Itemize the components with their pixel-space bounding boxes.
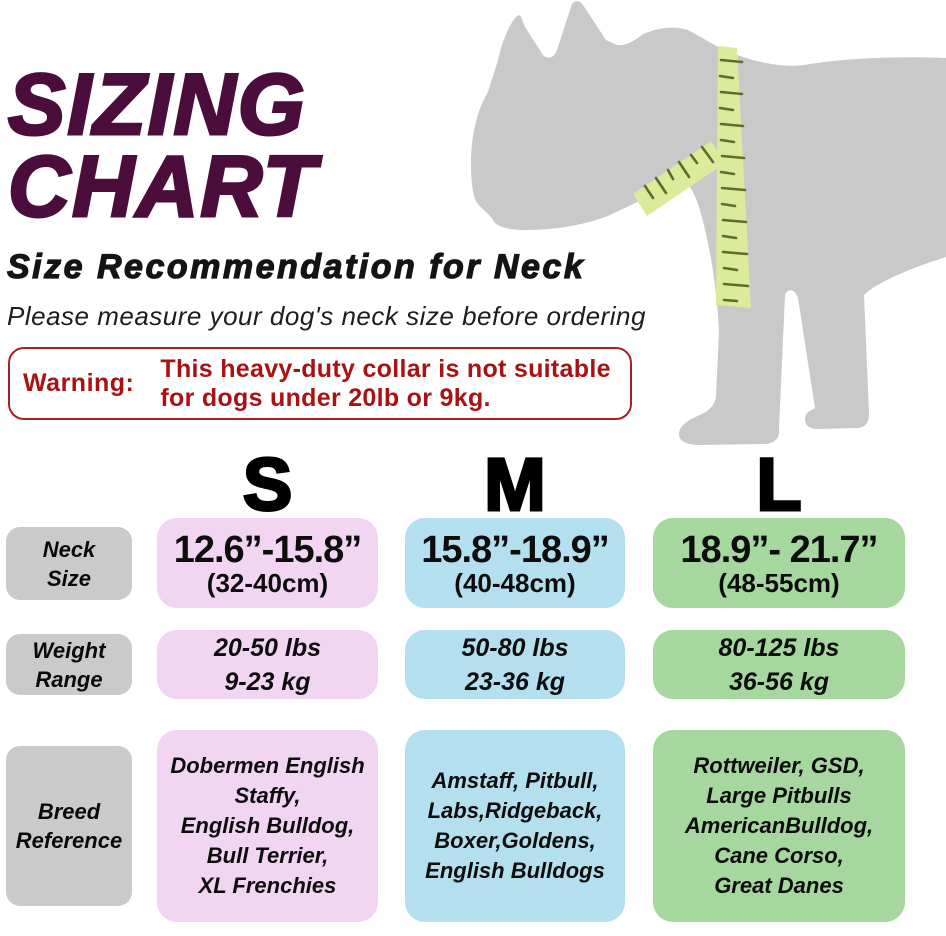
breed-line: AmericanBulldog,	[684, 813, 874, 838]
row-label-text: Weight	[32, 637, 106, 663]
cell-neck-size-m: 15.8”-18.9” (40-48cm)	[405, 518, 625, 608]
breed-line: Amstaff, Pitbull,	[431, 768, 599, 793]
cell-breed-reference-s: Dobermen English Staffy, English Bulldog…	[157, 730, 378, 922]
tape-tick-marks	[643, 58, 750, 303]
cell-weight-range-s: 20-50 lbs 9-23 kg	[157, 630, 378, 699]
cell-neck-size-s: 12.6”-15.8” (32-40cm)	[157, 518, 378, 608]
breed-line: Labs,Ridgeback,	[427, 798, 603, 823]
neck-size-cm: (48-55cm)	[718, 567, 840, 598]
weight-kg: 36-56 kg	[728, 667, 830, 696]
measuring-tape-diagonal	[633, 141, 725, 216]
breed-line: English Bulldog,	[180, 813, 355, 838]
warning-text-line1: This heavy-duty collar is not suitable	[160, 354, 611, 383]
weight-kg: 9-23 kg	[224, 667, 311, 696]
cell-neck-size-l: 18.9”- 21.7” (48-55cm)	[653, 518, 905, 608]
neck-size-inches: 18.9”- 21.7”	[680, 528, 878, 571]
neck-size-inches: 15.8”-18.9”	[421, 528, 610, 571]
cell-weight-range-m: 50-80 lbs 23-36 kg	[405, 630, 625, 699]
breed-line: Bull Terrier,	[206, 843, 329, 868]
page-title: SIZING CHART	[6, 57, 318, 235]
page-title-line2: CHART	[6, 139, 318, 235]
dog-silhouette-with-tape-icon	[471, 1, 946, 445]
page-title-line1: SIZING	[6, 57, 307, 153]
breed-line: English Bulldogs	[425, 858, 605, 883]
breed-line: Rottweiler, GSD,	[693, 753, 865, 778]
warning-text: This heavy-duty collar is not suitable f…	[160, 355, 610, 413]
weight-kg: 23-36 kg	[464, 667, 566, 696]
weight-lbs: 80-125 lbs	[718, 633, 840, 662]
column-header-l: L	[755, 443, 803, 526]
neck-size-inches: 12.6”-15.8”	[173, 528, 363, 571]
warning-text-line2: for dogs under 20lb or 9kg.	[160, 383, 491, 412]
column-header-m: M	[483, 443, 548, 526]
row-label-text: Size	[46, 565, 92, 591]
column-header-s: S	[241, 443, 293, 526]
dog-body-shape	[471, 1, 946, 445]
breed-line: Great Danes	[714, 873, 844, 898]
cell-breed-reference-l: Rottweiler, GSD, Large Pitbulls American…	[653, 730, 905, 922]
warning-box: Warning: This heavy-duty collar is not s…	[8, 347, 632, 420]
weight-lbs: 20-50 lbs	[213, 633, 321, 662]
breed-line: Cane Corso,	[714, 843, 844, 868]
row-label-weight-range: Weight Range	[6, 634, 132, 695]
breed-line: Dobermen English	[170, 753, 365, 778]
subtitle: Size Recommendation for Neck	[6, 247, 586, 286]
row-label-text: Breed	[37, 799, 101, 824]
measuring-tape-vertical	[716, 46, 751, 308]
row-label-text: Reference	[15, 828, 123, 853]
weight-lbs: 50-80 lbs	[461, 633, 569, 662]
cell-breed-reference-m: Amstaff, Pitbull, Labs,Ridgeback, Boxer,…	[405, 730, 625, 922]
dog-illustration	[460, 0, 946, 445]
breed-line: XL Frenchies	[198, 873, 337, 898]
breed-line: Large Pitbulls	[706, 783, 852, 808]
neck-size-cm: (32-40cm)	[206, 567, 329, 598]
measure-instruction: Please measure your dog's neck size befo…	[7, 301, 646, 331]
neck-size-cm: (40-48cm)	[454, 567, 576, 598]
row-label-text: Neck	[42, 536, 96, 562]
breed-line: Boxer,Goldens,	[434, 828, 596, 853]
cell-weight-range-l: 80-125 lbs 36-56 kg	[653, 630, 905, 699]
row-label-text: Range	[35, 666, 103, 692]
row-label-neck-size: Neck Size	[6, 527, 132, 600]
breed-line: Staffy,	[234, 783, 301, 808]
warning-label: Warning:	[23, 369, 135, 397]
measuring-tape	[633, 46, 751, 308]
row-label-breed-reference: Breed Reference	[6, 746, 132, 906]
